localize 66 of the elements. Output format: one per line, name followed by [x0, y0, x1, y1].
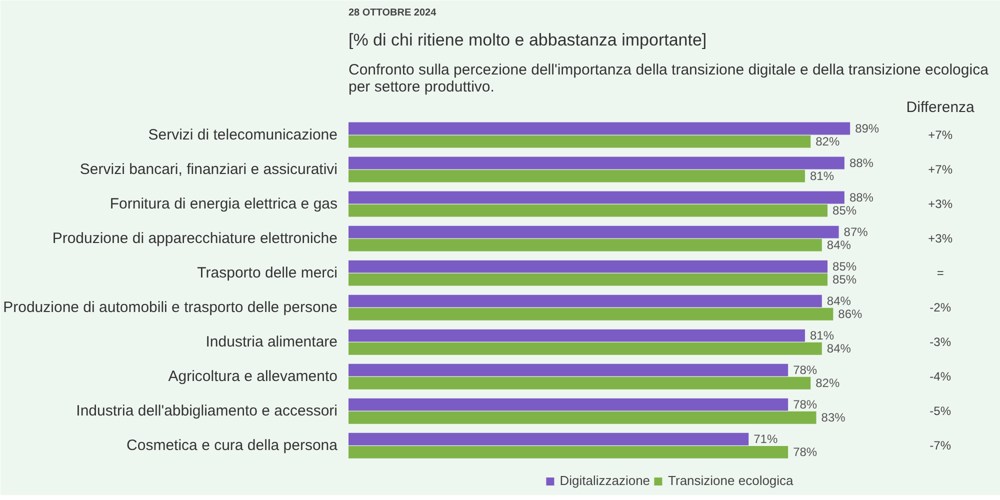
data-label: 89% [855, 121, 880, 136]
text: +3% [928, 232, 953, 246]
bar [348, 432, 749, 446]
y-tick-label: Servizi di telecomunicazione [148, 126, 338, 144]
y-tick-label: Industria alimentare [206, 334, 338, 351]
data-label: 83% [821, 410, 846, 425]
legend-label: Transizione ecologica [668, 473, 794, 488]
text: +3% [928, 197, 953, 212]
bar [348, 411, 816, 424]
chart-subtitle: Confronto sulla percezione dell'importanza della transizione digitale e della transizione ecologica per settore produttivo. [348, 62, 990, 96]
chart-title: [% di chi ritiene molto e abbastanza importante] [348, 30, 707, 50]
bar [348, 273, 828, 286]
data-label: 81% [810, 328, 834, 343]
data-label: 88% [849, 156, 874, 170]
bar [348, 122, 850, 135]
data-label: 85% [832, 272, 857, 287]
bar [348, 135, 811, 148]
y-tick-label: Fornitura di energia elettrica e gas [110, 196, 338, 213]
text: Differenza [906, 98, 976, 116]
y-tick-label: Servizi bancari, finanziari e assicurativi [80, 161, 338, 178]
data-label: 81% [810, 169, 834, 184]
bar [348, 294, 822, 308]
text: -5% [930, 404, 952, 418]
y-tick-label: Industria dell'abbigliamento e accessori [76, 402, 338, 420]
data-label: 87% [844, 225, 868, 240]
y-tick-label: Cosmetica e cura della persona [126, 437, 338, 454]
text: = [936, 266, 944, 280]
y-tick-label: Trasporto delle merci [197, 264, 338, 282]
text: -3% [930, 335, 952, 350]
y-tick-label: Agricoltura e allevamento [168, 368, 338, 386]
text: -2% [930, 300, 952, 315]
bar [348, 376, 811, 390]
bar [348, 364, 788, 376]
bar [348, 191, 844, 204]
text: +7% [928, 162, 953, 177]
text: -4% [930, 370, 952, 384]
text: -7% [930, 438, 952, 453]
bar [348, 308, 834, 320]
data-label: 78% [793, 363, 818, 378]
y-tick-label: Produzione di automobili e trasporto delle persone [3, 299, 338, 316]
bar [348, 329, 805, 342]
bar [348, 170, 805, 182]
data-label: 71% [754, 432, 778, 446]
bar [348, 238, 822, 252]
data-label: 84% [826, 238, 852, 252]
bar [348, 446, 788, 458]
text: 28 OTTOBRE 2024 [348, 8, 437, 18]
text: +7% [928, 128, 953, 142]
data-label: 84% [826, 342, 852, 356]
bar [348, 398, 788, 411]
data-label: 78% [793, 445, 818, 460]
bar [348, 226, 839, 238]
bar [348, 204, 828, 217]
data-label: 82% [816, 376, 840, 390]
data-label: 85% [832, 204, 857, 218]
data-label: 88% [849, 190, 874, 205]
data-label: 78% [793, 398, 818, 412]
bar [348, 156, 844, 170]
y-tick-label: Produzione di apparecchiature elettroniche [52, 230, 338, 248]
data-label: 85% [832, 260, 857, 274]
bar [348, 342, 822, 355]
data-label: 86% [838, 307, 863, 322]
bar [348, 260, 828, 273]
data-label: 82% [816, 134, 840, 149]
legend-label: Digitalizzazione [560, 473, 650, 488]
data-label: 84% [826, 294, 852, 308]
